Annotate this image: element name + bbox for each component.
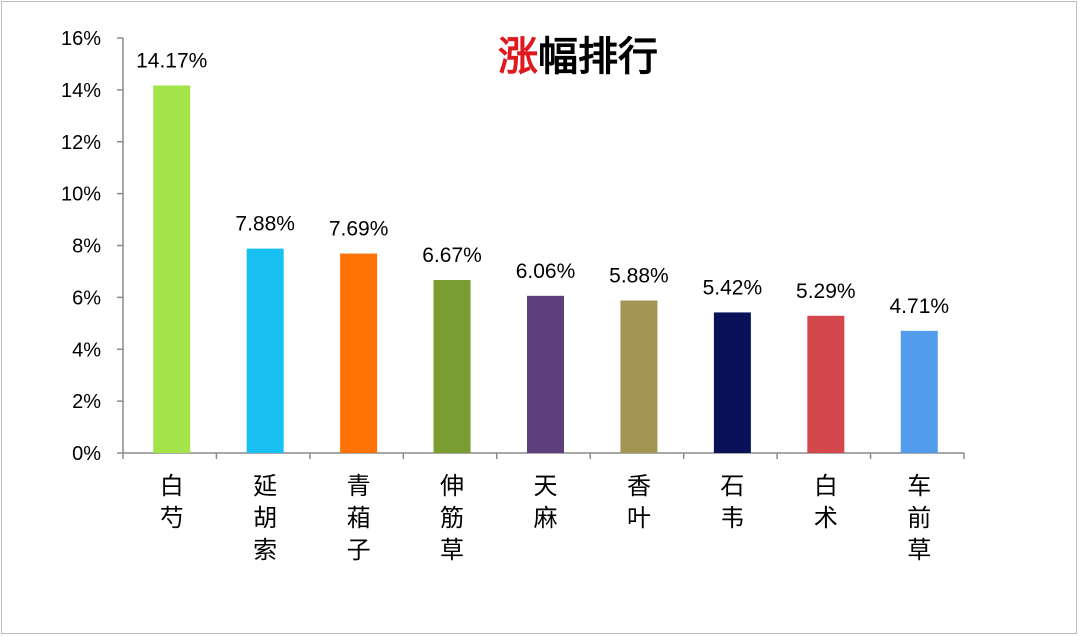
category-label: 白芍 — [160, 472, 184, 532]
data-label: 4.71% — [890, 295, 950, 318]
y-tick-label: 6% — [72, 287, 101, 309]
category-label: 香叶 — [627, 472, 651, 532]
x-axis — [122, 452, 965, 459]
data-label: 14.17% — [136, 49, 207, 72]
category-label: 石韦 — [720, 472, 744, 532]
bar — [713, 312, 751, 453]
category-label-char: 草 — [440, 536, 464, 564]
category-label: 车前草 — [907, 472, 931, 564]
bar — [153, 85, 191, 453]
data-label: 5.42% — [703, 276, 763, 299]
category-label-char: 芍 — [160, 504, 184, 532]
bar — [900, 330, 938, 453]
y-tick-label: 2% — [72, 391, 101, 413]
category-label-char: 石 — [720, 472, 744, 500]
data-label: 6.67% — [422, 244, 482, 267]
category-label-char: 前 — [907, 504, 931, 532]
category-label-char: 叶 — [627, 504, 651, 532]
category-label-char: 白 — [160, 472, 184, 500]
category-label-char: 伸 — [440, 472, 464, 500]
bar — [246, 248, 284, 453]
category-label: 白术 — [814, 472, 838, 532]
bar — [620, 300, 658, 453]
bars — [153, 85, 938, 453]
category-label-char: 天 — [534, 472, 558, 500]
category-label: 天麻 — [534, 472, 558, 532]
category-label-char: 索 — [253, 536, 277, 564]
category-label: 延胡索 — [253, 472, 277, 564]
data-labels: 14.17% 7.88% 7.69% 6.67% 6.06% 5.88% 5.42% 5.29… — [136, 49, 949, 317]
category-label: 青葙子 — [347, 472, 371, 564]
chart-title: 涨幅排行 — [498, 34, 658, 80]
category-label-char: 子 — [347, 536, 371, 564]
category-label-char: 韦 — [720, 504, 744, 532]
category-label-char: 青 — [347, 472, 371, 500]
y-tick-label: 14% — [61, 80, 101, 102]
category-label-char: 香 — [627, 472, 651, 500]
y-axis: 0% 2% 4% 6% 8% 10% 12% 14% 16% — [61, 28, 124, 465]
y-tick-label: 0% — [72, 443, 101, 465]
category-label-char: 术 — [814, 504, 838, 532]
category-label-char: 白 — [814, 472, 838, 500]
category-label-char: 车 — [907, 472, 931, 500]
category-label-char: 延 — [253, 472, 277, 500]
bar — [527, 295, 564, 453]
y-tick-label: 16% — [61, 28, 101, 50]
category-label-char: 麻 — [534, 504, 558, 532]
bar — [340, 253, 378, 453]
category-label-char: 筋 — [440, 504, 464, 532]
y-tick-label: 12% — [61, 132, 101, 154]
bar — [433, 279, 471, 453]
chart-title-part-2: 幅排行 — [538, 34, 658, 80]
y-tick-label: 4% — [72, 339, 101, 361]
category-label-char: 胡 — [253, 504, 277, 532]
data-label: 6.06% — [516, 260, 576, 283]
data-label: 7.88% — [235, 213, 295, 236]
y-tick-label: 10% — [61, 184, 101, 206]
y-tick-label: 8% — [72, 236, 101, 258]
category-label-char: 草 — [907, 536, 931, 564]
data-label: 5.88% — [609, 264, 669, 287]
category-label: 伸筋草 — [440, 472, 464, 564]
category-label-char: 葙 — [347, 504, 371, 532]
bar — [807, 315, 845, 453]
data-label: 7.69% — [329, 218, 389, 241]
data-label: 5.29% — [796, 280, 856, 303]
chart-title-part-1: 涨 — [498, 34, 538, 80]
